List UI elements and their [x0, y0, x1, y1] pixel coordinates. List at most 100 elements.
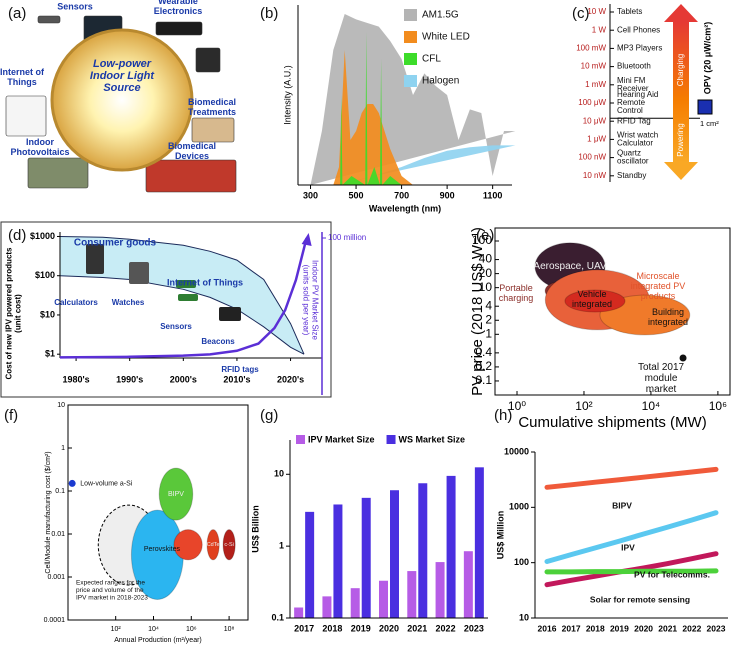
- device-label: RFID Tag: [617, 116, 651, 125]
- text-line: Total 2017: [638, 362, 685, 373]
- text-line: (units sold per year): [301, 265, 310, 336]
- picture: [27, 157, 89, 189]
- y-tick-label: 1: [279, 541, 284, 551]
- y-tick-label: $1: [45, 349, 55, 359]
- power-label: 10 μW: [583, 116, 607, 125]
- y-tick-label: 40: [479, 252, 493, 266]
- bar: [294, 607, 304, 618]
- picture: [155, 21, 203, 36]
- y-tick-label: 0.001: [47, 574, 65, 581]
- plot-frame: [67, 404, 249, 621]
- annotation: Calculators: [54, 298, 98, 307]
- legend-swatch: [296, 435, 305, 444]
- legend-label: CFL: [422, 54, 441, 65]
- y-tick-label: 0.4: [475, 345, 492, 359]
- y-tick-label: 0.1: [271, 612, 284, 622]
- point: [679, 354, 687, 362]
- x-tick-label: 10⁸: [224, 626, 235, 633]
- region-label: c-Si: [224, 542, 233, 548]
- arrow-head: [664, 162, 698, 180]
- device-label: Tablets: [617, 7, 642, 16]
- text-line: oscillator: [617, 157, 649, 166]
- y-tick-label: 10000: [504, 446, 529, 456]
- text-line: integrated PV: [631, 281, 686, 291]
- x-axis-label: Wavelength (nm): [369, 203, 441, 213]
- text-line: Wearable: [158, 0, 198, 6]
- y-tick-label: 1000: [509, 502, 529, 512]
- product-icon: [129, 262, 149, 284]
- x-tick-label: 2017: [562, 623, 581, 633]
- region: [206, 529, 220, 561]
- region-label: Expected ranges for the price and volume …: [76, 579, 148, 601]
- x-tick-label: 2010's: [223, 374, 250, 384]
- x-tick-label: 2021: [658, 623, 677, 633]
- series-line: [544, 510, 719, 564]
- text-line: Low-power: [93, 58, 152, 70]
- text-line: Electronics: [154, 6, 203, 16]
- region-label: BIPV: [168, 491, 184, 498]
- text-line: Internet of: [0, 67, 45, 77]
- band-lower: [59, 275, 305, 355]
- x-tick-label: 2018: [322, 623, 342, 633]
- indicator-label: OPV (20 μW/cm²): [702, 22, 712, 95]
- y-axis-label: US$ Million: [495, 511, 505, 560]
- bar: [446, 475, 456, 618]
- annotation: Consumer goods: [74, 238, 157, 249]
- x-tick-label: 900: [440, 190, 455, 200]
- bar: [407, 571, 417, 618]
- x-tick-label: 2019: [351, 623, 371, 633]
- region-label: Vehicle integrated: [572, 289, 612, 309]
- series-label: Solar for remote sensing: [590, 594, 690, 604]
- panel-label: (c): [572, 5, 590, 22]
- series-label: PV for Telecomms.: [634, 569, 710, 579]
- region: [158, 467, 194, 521]
- power-label: 10 nW: [583, 171, 607, 180]
- x-tick-label: 1990's: [116, 374, 143, 384]
- device-label: Bluetooth: [617, 62, 651, 71]
- text-line: integrated: [572, 299, 612, 309]
- text-line: Expected ranges for the: [76, 579, 145, 586]
- text-line: price and volume of the: [76, 587, 144, 594]
- text-line: Treatments: [188, 107, 236, 117]
- y2-axis-label: Indoor PV Market Size(units sold per yea…: [301, 260, 319, 341]
- y2-tick-label: 100 million: [328, 233, 366, 242]
- region-label: Perovskites: [144, 546, 181, 553]
- y-tick-label: 10: [519, 612, 529, 622]
- y-axis-label: US$ Billion: [250, 505, 260, 553]
- product-icon: [219, 307, 241, 321]
- plot-frame: [494, 227, 731, 396]
- bar: [350, 588, 360, 618]
- bar: [361, 497, 371, 618]
- node-label: Internet of Things: [0, 67, 45, 87]
- region-label: Portable charging: [499, 283, 534, 303]
- x-tick-label: 2017: [294, 623, 314, 633]
- annotation: RFID tags: [221, 365, 259, 374]
- x-tick-label: 10⁴: [642, 399, 661, 413]
- region-label: CdTe: [207, 542, 220, 548]
- y-axis-label: Cell/Module manufacturing cost ($/cm²): [45, 451, 52, 573]
- legend-label: Halogen: [422, 76, 459, 87]
- picture: [37, 15, 61, 24]
- bar: [463, 551, 473, 618]
- panel-label: (b): [260, 5, 278, 22]
- picture: [195, 47, 221, 73]
- y-tick-label: 10: [274, 469, 284, 479]
- x-tick-label: 10²: [575, 399, 592, 413]
- point-label: Total 2017 module market: [638, 362, 685, 395]
- device-label: Wrist watch Calculator: [617, 131, 658, 148]
- y-tick-label: 0.0001: [44, 617, 66, 624]
- power-arrow: [673, 22, 689, 162]
- device-label: Mini FM Receiver: [617, 76, 649, 93]
- y-tick-label: $100: [35, 270, 55, 280]
- region: [564, 289, 626, 313]
- text-line: Microscale: [636, 271, 679, 281]
- y-tick-label: 0.1: [55, 488, 65, 495]
- x-tick-label: 10⁴: [148, 626, 159, 633]
- power-label: 1 W: [592, 25, 607, 34]
- band-fill: [60, 236, 304, 355]
- y-tick-label: $10: [40, 309, 55, 319]
- y-tick-label: 20: [479, 266, 493, 280]
- panel-label: (e): [476, 227, 494, 244]
- annotation: Watches: [112, 298, 145, 307]
